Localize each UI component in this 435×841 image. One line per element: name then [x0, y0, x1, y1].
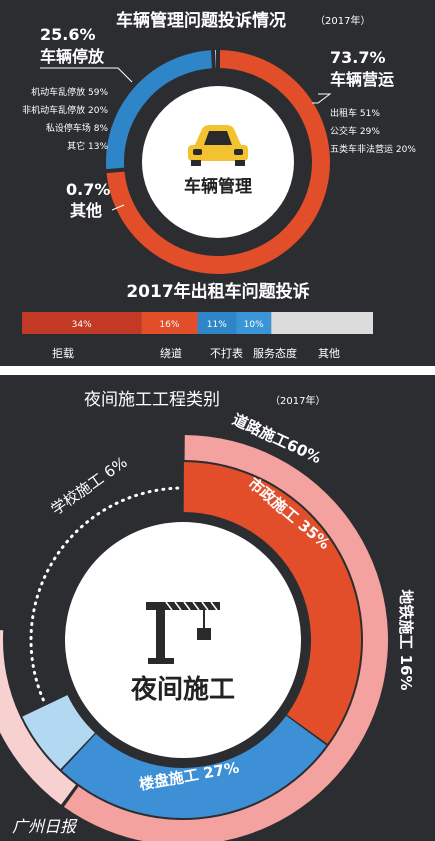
chart-title-2: 夜间施工工程类别 — [84, 390, 220, 410]
bar-segment-1 — [141, 312, 198, 334]
outer-ring-slice-1 — [0, 630, 76, 805]
leader-line — [111, 204, 125, 211]
donut-separator — [103, 167, 128, 174]
donut-slice-1 — [106, 50, 215, 172]
car-icon — [188, 125, 248, 166]
label-operation-pct: 73.7% — [330, 48, 386, 67]
center-circle-2 — [65, 522, 301, 758]
label-operation-name: 车辆营运 — [330, 70, 394, 89]
bar-segment-3 — [236, 312, 272, 334]
label-parking-pct: 25.6% — [40, 25, 96, 44]
chart-title-note: （2017年） — [315, 14, 370, 27]
label-other-name: 其他 — [70, 201, 102, 220]
outer-label-subway: 地铁施工 16% — [397, 589, 415, 690]
center-circle — [142, 86, 294, 238]
chart-title: 车辆管理问题投诉情况 — [116, 10, 286, 31]
bar-category-label: 其他 — [318, 347, 340, 360]
label-parking-detail: 其它 13% — [67, 140, 108, 152]
leader-line — [40, 67, 133, 83]
outer-ring-slice-0 — [63, 435, 388, 841]
bar-category-label: 拒载 — [52, 347, 74, 360]
bar-value-label: 16% — [159, 320, 179, 330]
bar-category-label: 绕道 — [160, 346, 182, 360]
bar-value-label: 11% — [207, 320, 227, 330]
remainder-dotted-arc — [29, 486, 180, 702]
center-label-2: 夜间施工 — [130, 674, 235, 705]
watermark: 广州日报 — [12, 817, 78, 836]
inner-ring-slice-0 — [183, 462, 362, 744]
label-operation-detail: 公交车 29% — [330, 125, 380, 137]
label-parking-detail: 私设停车场 8% — [46, 122, 109, 134]
bar-title: 2017年出租车问题投诉 — [126, 281, 309, 302]
label-operation-detail: 五类车非法营运 20% — [330, 143, 416, 155]
inner-ring-slice-1 — [61, 715, 327, 818]
label-operation-detail: 出租车 51% — [330, 107, 380, 119]
bar-category-label: 服务态度 — [253, 346, 297, 360]
label-other-pct: 0.7% — [66, 180, 110, 199]
center-label: 车辆管理 — [184, 176, 252, 197]
chart-title-note-2: （2017年） — [270, 394, 325, 407]
bar-value-label: 34% — [72, 320, 92, 330]
label-parking-detail: 机动车乱停放 59% — [31, 86, 108, 98]
leader-line — [312, 93, 332, 104]
inner-ring-slice-2 — [22, 695, 95, 770]
donut-separator — [210, 47, 216, 72]
label-parking-detail: 非机动车乱停放 20% — [22, 104, 108, 116]
bar-value-label: 10% — [244, 320, 264, 330]
label-parking-name: 车辆停放 — [40, 47, 105, 66]
bar-segment-2 — [197, 312, 237, 334]
bar-category-label: 不打表 — [210, 346, 243, 360]
bar-segment-4 — [271, 312, 373, 334]
bar-segment-0 — [22, 312, 142, 334]
crane-icon — [146, 601, 220, 664]
donut-slice-0 — [106, 50, 330, 274]
